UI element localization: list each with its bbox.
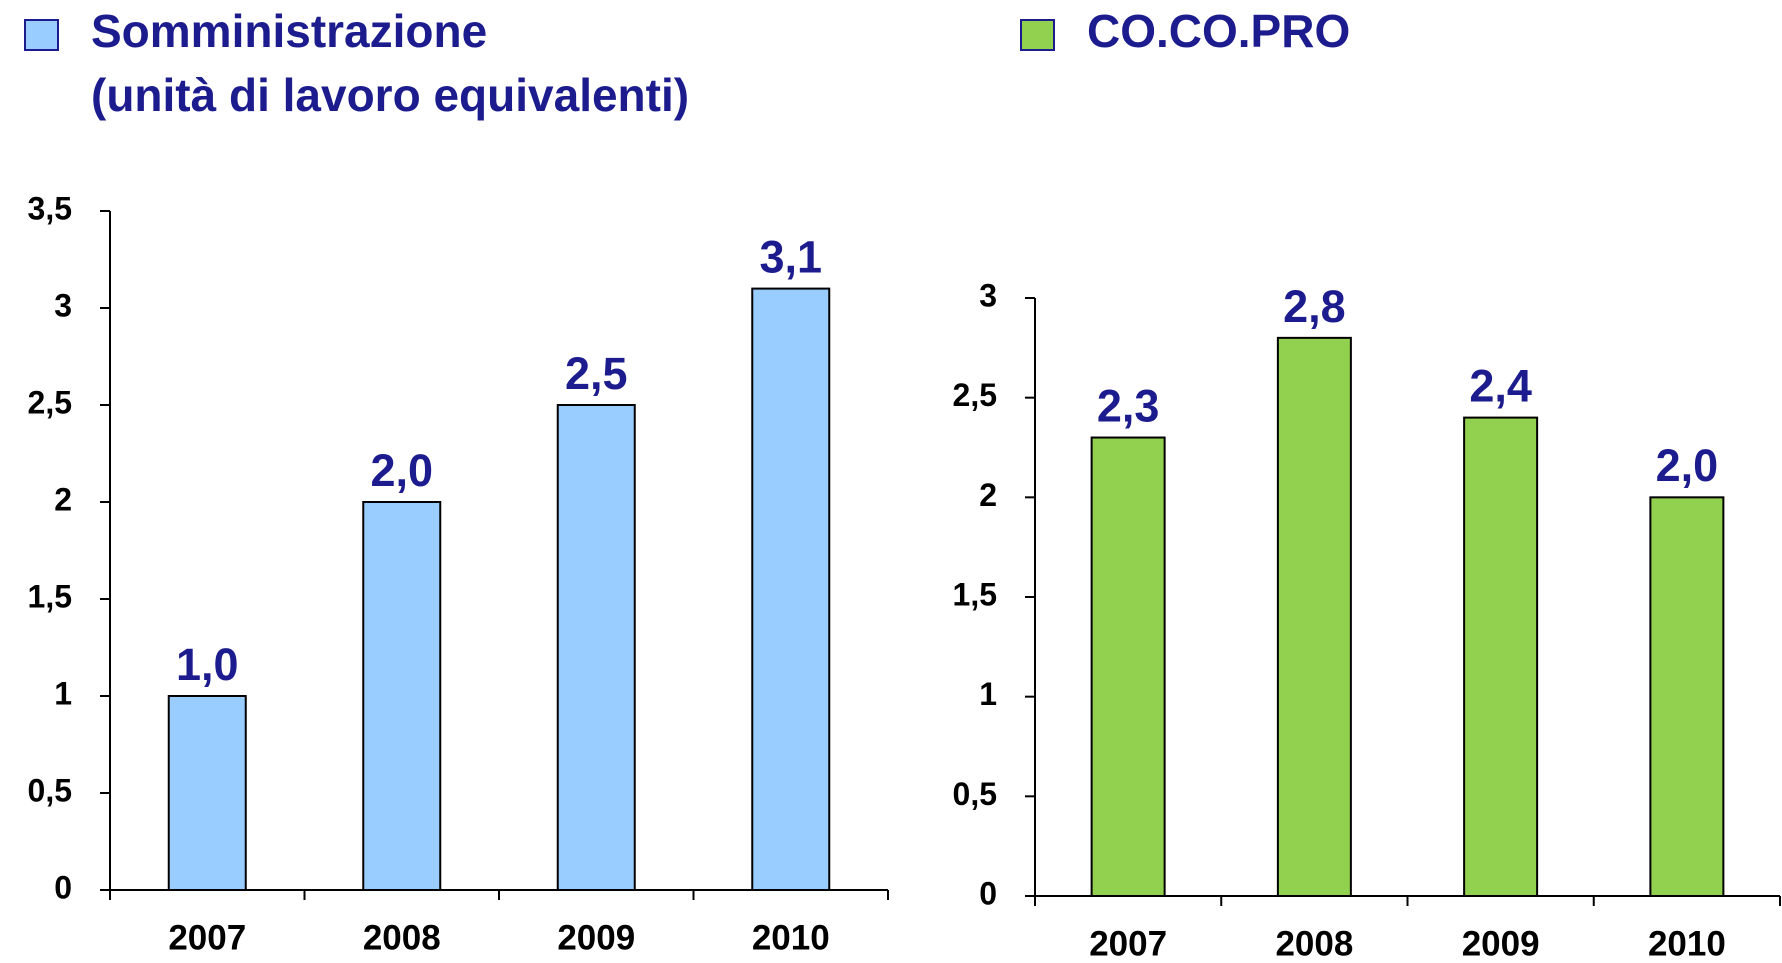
y-tick-label: 1 <box>54 675 72 711</box>
y-tick-label: 1 <box>979 676 997 712</box>
bar <box>167 695 247 891</box>
y-tick-label: 2 <box>979 477 997 513</box>
legend-label: Somministrazione <box>91 5 487 57</box>
x-tick-label: 2009 <box>557 918 635 957</box>
x-tick-label: 2007 <box>168 918 246 957</box>
y-tick-label: 3 <box>54 287 72 323</box>
data-label: 2,0 <box>370 445 433 496</box>
y-tick-label: 1,5 <box>953 576 997 612</box>
x-tick-label: 2010 <box>1648 924 1726 963</box>
y-tick-label: 0 <box>54 869 72 905</box>
data-label: 3,1 <box>759 231 822 282</box>
data-label: 2,3 <box>1097 380 1160 431</box>
y-tick-label: 2 <box>54 481 72 517</box>
y-tick-label: 2,5 <box>953 377 997 413</box>
bar <box>751 287 831 892</box>
subtitle: (unità di lavoro equivalenti) <box>91 69 689 121</box>
bar <box>362 501 442 891</box>
y-tick-label: 2,5 <box>28 384 72 420</box>
x-tick-label: 2007 <box>1089 924 1167 963</box>
x-tick-label: 2008 <box>363 918 441 957</box>
y-tick-label: 0,5 <box>953 776 997 812</box>
legend-swatch <box>24 19 59 51</box>
data-label: 1,0 <box>176 639 239 690</box>
y-tick-label: 3,5 <box>28 190 72 226</box>
data-label: 2,5 <box>565 348 628 399</box>
legend-swatch <box>1020 19 1055 51</box>
bar <box>1276 336 1352 898</box>
y-tick-label: 0 <box>979 875 997 911</box>
data-label: 2,8 <box>1283 281 1346 332</box>
y-tick-label: 1,5 <box>28 578 72 614</box>
legend-label: CO.CO.PRO <box>1087 5 1350 57</box>
bar <box>556 404 636 891</box>
data-label: 2,4 <box>1469 360 1532 411</box>
x-tick-label: 2008 <box>1275 924 1353 963</box>
bar <box>1649 496 1725 897</box>
x-tick-label: 2010 <box>752 918 830 957</box>
y-tick-label: 3 <box>979 277 997 313</box>
bar <box>1090 436 1166 897</box>
x-tick-label: 2009 <box>1462 924 1540 963</box>
bar <box>1463 416 1539 897</box>
data-label: 2,0 <box>1656 440 1719 491</box>
y-tick-label: 0,5 <box>28 772 72 808</box>
